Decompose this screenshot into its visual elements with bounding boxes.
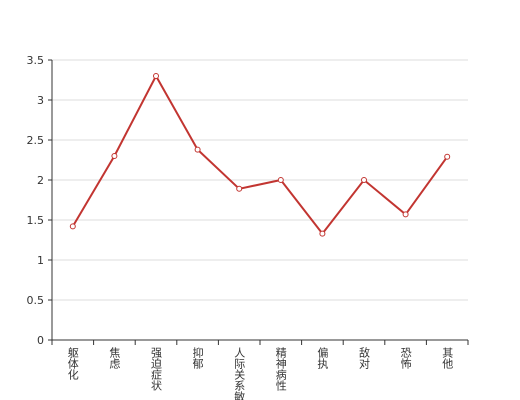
point [361, 177, 367, 183]
x-tick-label: 其他 [441, 347, 454, 369]
y-tick-label: 2 [37, 174, 44, 187]
y-tick-label: 3.5 [27, 54, 45, 67]
y-tick-label: 2.5 [27, 134, 45, 147]
point [277, 177, 284, 183]
y-tick-label: 0 [37, 334, 44, 347]
point [111, 153, 118, 159]
point [153, 73, 159, 79]
x-tick-label: 偏执 [316, 346, 329, 370]
y-tick-label: 0.5 [27, 294, 45, 307]
point [69, 223, 76, 230]
y-tick-label: 3 [37, 94, 44, 107]
x-tick-label: 强迫症状 [150, 347, 163, 391]
x-tick-label: 抑郁 [191, 346, 204, 369]
x-tick-label: 敌对 [358, 346, 371, 369]
x-tick-label: 焦虑 [108, 347, 121, 369]
point [194, 146, 201, 153]
x-tick-label: 恐怖 [399, 347, 412, 369]
y-tick-label: 1 [37, 254, 44, 267]
point [402, 211, 409, 218]
point [236, 185, 243, 192]
point [319, 230, 326, 237]
point [444, 153, 451, 160]
x-tick-label: 精神病性 [274, 347, 287, 392]
y-tick-label: 1.5 [27, 214, 45, 227]
x-tick-label: 人际关系敏感 [233, 347, 246, 400]
x-tick-label: 躯体化 [66, 347, 79, 381]
line [71, 73, 449, 236]
